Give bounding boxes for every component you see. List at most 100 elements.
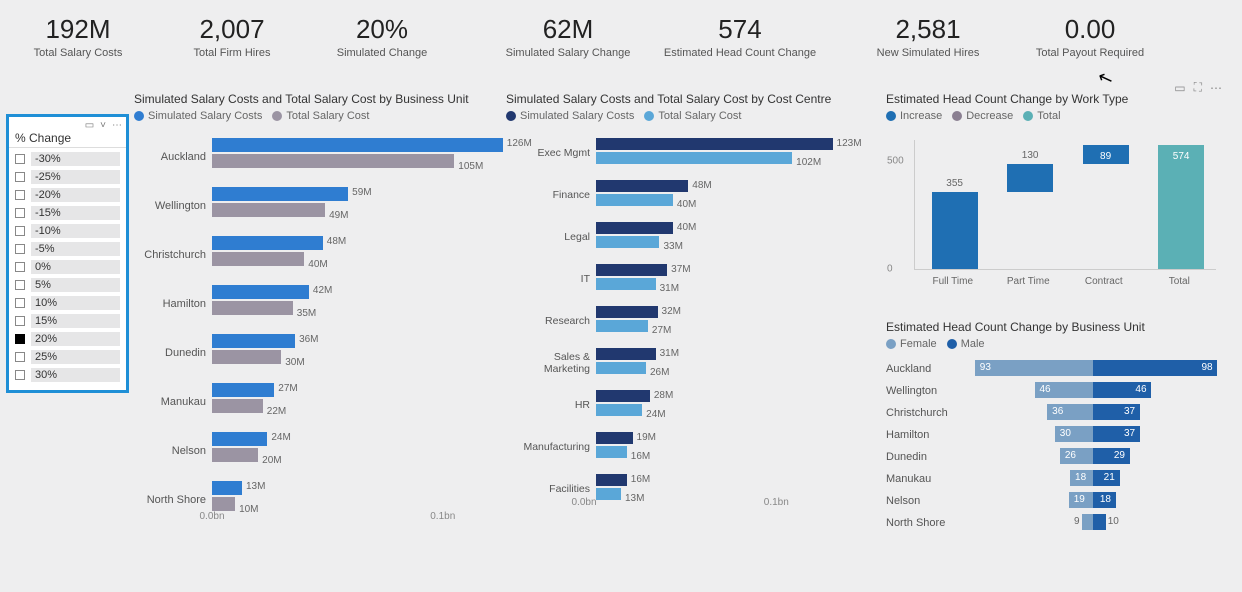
bar-group: 36M30M [212,328,534,377]
data-label: 13M [625,493,644,504]
slicer-option[interactable]: -10% [13,222,122,240]
legend-item[interactable]: Total Salary Cost [644,110,741,122]
bar-male[interactable] [1093,360,1217,376]
data-label: 27M [278,383,297,394]
slicer-option[interactable]: -15% [13,204,122,222]
kpi-2: 20%Simulated Change [337,14,428,59]
slicer-option[interactable]: 10% [13,294,122,312]
checkbox-icon [15,226,25,236]
more-icon[interactable]: ⋯ [1210,81,1222,95]
bar-series-2[interactable] [212,203,325,217]
slicer-option[interactable]: 20% [13,330,122,348]
data-label: 31M [660,283,679,294]
bar-series-1[interactable] [212,236,323,250]
bar-series-1[interactable] [596,222,673,234]
data-label: 574 [1158,151,1204,162]
bar-female[interactable] [975,360,1093,376]
bar-series-1[interactable] [212,285,309,299]
focus-icon[interactable]: ⛶ [1194,80,1202,95]
data-label: 16M [631,474,650,485]
bar-series-1[interactable] [596,390,650,402]
kpi-value: 574 [664,14,816,45]
axis-tick: 0.1bn [430,511,455,522]
bar-series-2[interactable] [212,448,258,462]
bar-series-2[interactable] [596,446,627,458]
bar-series-1[interactable] [596,180,688,192]
chart-title: Simulated Salary Costs and Total Salary … [506,92,831,106]
bar-series-2[interactable] [212,154,454,168]
kpi-value: 0.00 [1036,14,1144,45]
legend-item[interactable]: Simulated Salary Costs [134,110,262,122]
bar-series-1[interactable] [596,264,667,276]
bar-series-1[interactable] [212,334,295,348]
legend-label: Simulated Salary Costs [520,110,634,122]
slicer-option[interactable]: 30% [13,366,122,384]
slicer-title: % Change [9,131,126,148]
chart-title: Estimated Head Count Change by Work Type [886,92,1128,106]
column[interactable]: 574 [1158,145,1204,269]
bar-series-1[interactable] [596,306,658,318]
category-label: Sales & Marketing [506,351,596,375]
bar-series-1[interactable] [596,138,833,150]
bar-series-1[interactable] [596,474,627,486]
column[interactable]: 89 [1083,145,1129,164]
bar-series-2[interactable] [596,488,621,500]
percent-change-slicer[interactable]: ▭ ˅ ⋯% Change -30%-25%-20%-15%-10%-5%0%5%10… [6,114,129,393]
slicer-option[interactable]: 25% [13,348,122,366]
bar-series-1[interactable] [212,187,348,201]
slicer-more-icon[interactable]: ⋯ [112,120,122,131]
legend-item[interactable]: Female [886,338,937,350]
bar-series-2[interactable] [596,152,792,164]
slicer-option[interactable]: -30% [13,150,122,168]
tornado-row: Wellington4646 [886,380,1222,402]
bar-series-2[interactable] [596,194,673,206]
bar-series-2[interactable] [212,497,235,511]
bar-series-2[interactable] [596,362,646,374]
legend-item[interactable]: Decrease [952,110,1013,122]
filters-icon[interactable]: ▭ [1174,81,1185,95]
slicer-option[interactable]: 5% [13,276,122,294]
legend-swatch [272,111,282,121]
slicer-option[interactable]: -5% [13,240,122,258]
legend-item[interactable]: Increase [886,110,942,122]
bar-group: 40M33M [596,216,856,258]
category-label: North Shore [134,494,212,506]
bar-series-1[interactable] [212,383,274,397]
slicer-option[interactable]: -25% [13,168,122,186]
bar-series-1[interactable] [212,481,242,495]
bar-series-2[interactable] [212,350,281,364]
slicer-option[interactable]: 15% [13,312,122,330]
bar-series-2[interactable] [212,252,304,266]
bar-series-1[interactable] [596,348,656,360]
bar-series-1[interactable] [596,432,633,444]
bar-series-1[interactable] [212,138,503,152]
mouse-cursor: ↖ [1095,66,1116,91]
slicer-clear-icon[interactable]: ▭ [85,120,94,131]
bar-series-2[interactable] [596,404,642,416]
bar-series-2[interactable] [596,236,659,248]
slicer-option[interactable]: -20% [13,186,122,204]
bar-group: 48M40M [212,230,534,279]
tornado-row: Auckland9398 [886,358,1222,380]
chart-legend: Simulated Salary Costs Total Salary Cost [134,110,369,122]
bar-male[interactable] [1093,514,1106,530]
slicer-dropdown-icon[interactable]: ˅ [100,120,106,131]
bar-series-2[interactable] [212,301,293,315]
column[interactable]: 355 [932,192,978,269]
bar-series-2[interactable] [596,278,656,290]
legend-swatch [506,111,516,121]
category-label: Wellington [886,385,964,397]
bar-series-1[interactable] [212,432,267,446]
legend-item[interactable]: Male [947,338,985,350]
checkbox-icon [15,298,25,308]
data-label: 19M [637,432,656,443]
bar-series-2[interactable] [596,320,648,332]
data-label: 49M [329,210,348,221]
column[interactable]: 130 [1007,164,1053,192]
slicer-option[interactable]: 0% [13,258,122,276]
bar-series-2[interactable] [212,399,263,413]
bar-female[interactable] [1082,514,1093,530]
legend-item[interactable]: Total Salary Cost [272,110,369,122]
legend-item[interactable]: Simulated Salary Costs [506,110,634,122]
legend-item[interactable]: Total [1023,110,1060,122]
